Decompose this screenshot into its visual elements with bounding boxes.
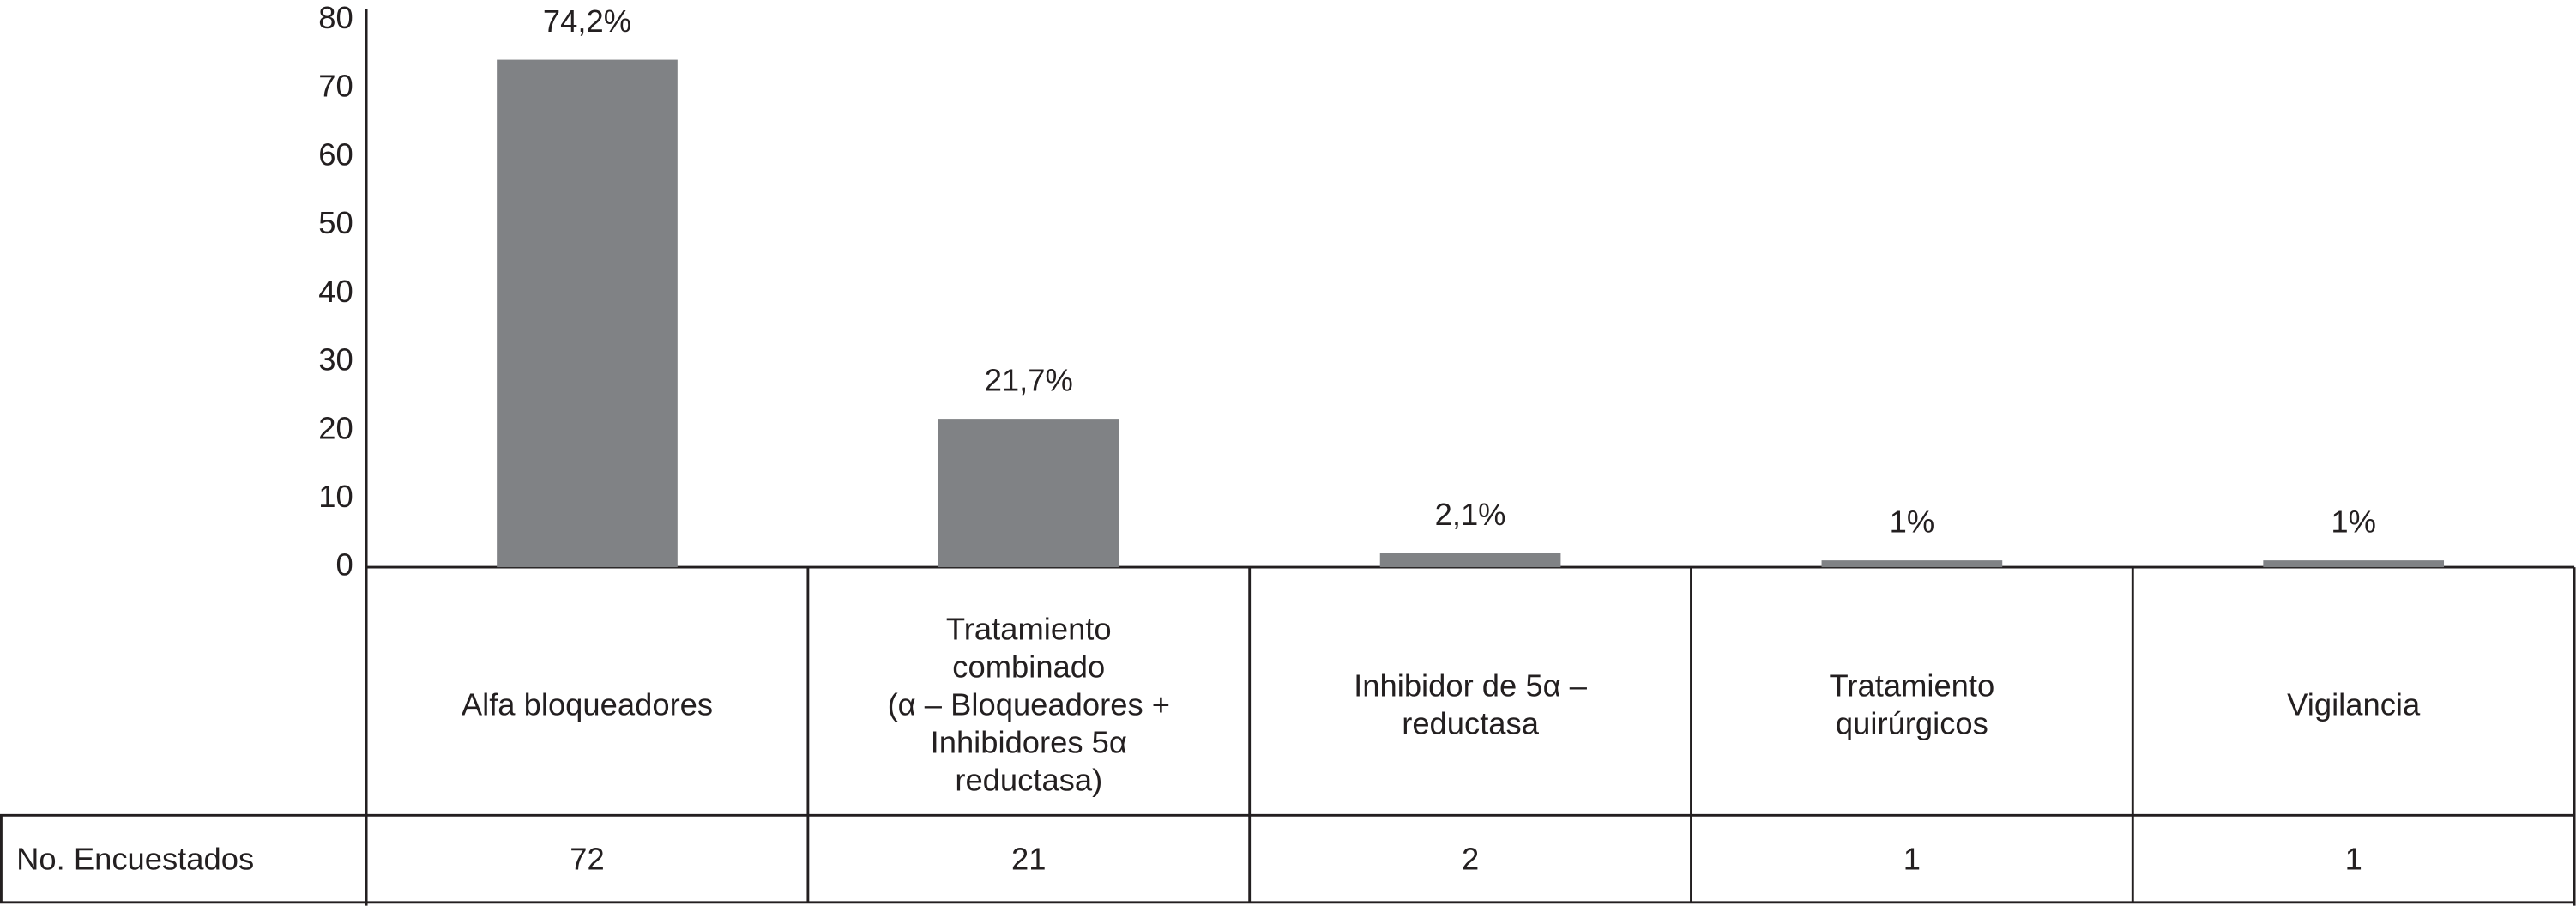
x-tick-label: combinado [952, 649, 1105, 684]
x-tick-label: reductasa) [955, 763, 1102, 798]
table-cell: 1 [2345, 842, 2362, 877]
value-label: 21,7% [985, 363, 1073, 398]
bar [497, 59, 678, 568]
table-cell: 2 [1462, 842, 1479, 877]
bar [2263, 560, 2445, 568]
x-tick-label: (α – Bloqueadores + [888, 687, 1170, 722]
value-label: 74,2% [543, 3, 631, 39]
y-tick-label: 60 [318, 136, 353, 172]
value-label: 1% [1890, 504, 1935, 540]
x-tick-label: reductasa [1402, 706, 1540, 741]
y-tick-label: 20 [318, 410, 353, 445]
table-cell: 21 [1011, 842, 1046, 877]
bar [938, 419, 1119, 568]
x-tick-label: Vigilancia [2287, 687, 2421, 722]
y-tick-label: 30 [318, 342, 353, 378]
table-cell: 72 [570, 842, 604, 877]
x-tick-label: Tratamiento [946, 611, 1112, 646]
row-header: No. Encuestados [16, 842, 254, 877]
table-cell: 1 [1903, 842, 1921, 877]
x-tick-label: Tratamiento [1830, 667, 1995, 703]
value-label: 1% [2331, 504, 2376, 540]
y-tick-label: 70 [318, 69, 353, 104]
y-tick-label: 10 [318, 479, 353, 514]
x-tick-label: Alfa bloqueadores [462, 687, 713, 722]
y-tick-label: 0 [336, 547, 353, 583]
y-tick-label: 40 [318, 274, 353, 309]
x-tick-label: Inhibidor de 5α – [1354, 667, 1588, 703]
y-tick-label: 80 [318, 0, 353, 35]
bar [1379, 553, 1561, 568]
y-tick-label: 50 [318, 205, 353, 240]
bar [1821, 560, 2003, 568]
x-tick-label: Inhibidores 5α [931, 725, 1127, 760]
x-tick-label: quirúrgicos [1836, 706, 1988, 741]
value-label: 2,1% [1435, 497, 1506, 532]
